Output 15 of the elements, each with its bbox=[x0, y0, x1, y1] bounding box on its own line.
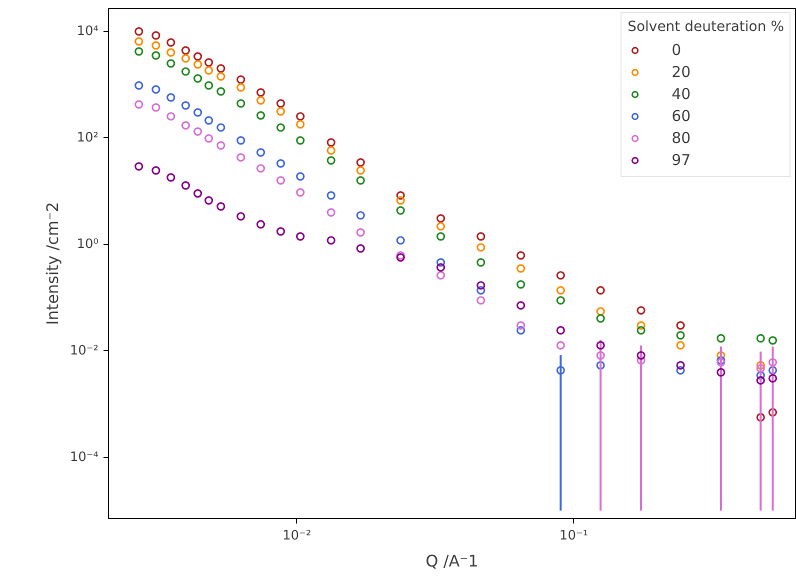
legend-label: 0 bbox=[672, 41, 682, 59]
legend-title: Solvent deuteration % bbox=[628, 19, 784, 35]
legend-label: 80 bbox=[672, 129, 692, 147]
y-tick-label: 10⁻⁴ bbox=[70, 450, 99, 465]
legend-label: 20 bbox=[672, 63, 692, 81]
y-tick-label: 10⁻² bbox=[70, 343, 99, 358]
legend-label: 40 bbox=[672, 85, 692, 103]
y-tick-label: 10² bbox=[76, 130, 99, 146]
legend-label: 97 bbox=[672, 151, 692, 169]
legend-label: 60 bbox=[672, 107, 692, 125]
x-tick-label: 10⁻¹ bbox=[559, 528, 588, 544]
y-tick-label: 10⁴ bbox=[76, 24, 99, 39]
y-axis-title: Intensity /cm⁻2 bbox=[42, 202, 62, 326]
y-tick-label: 10⁰ bbox=[76, 236, 99, 252]
x-axis-title: Q /A⁻1 bbox=[426, 552, 478, 570]
